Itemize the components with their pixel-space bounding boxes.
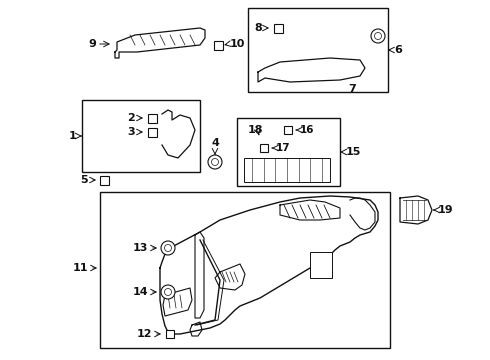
Circle shape [165, 288, 172, 296]
Bar [82, 100, 200, 172]
Bar [244, 158, 330, 182]
Text: 11: 11 [73, 263, 88, 273]
Bar [310, 252, 332, 278]
Text: 18: 18 [248, 125, 264, 135]
Text: 15: 15 [346, 147, 362, 157]
Text: 5: 5 [80, 175, 88, 185]
Circle shape [371, 29, 385, 43]
Bar [147, 127, 156, 136]
Text: 13: 13 [133, 243, 148, 253]
Circle shape [212, 158, 219, 166]
Bar [100, 192, 390, 348]
Text: 16: 16 [300, 125, 315, 135]
Bar [214, 40, 222, 49]
Circle shape [208, 155, 222, 169]
Bar [273, 23, 283, 32]
Text: 2: 2 [127, 113, 135, 123]
Circle shape [374, 32, 382, 40]
Text: 3: 3 [127, 127, 135, 137]
Text: 19: 19 [438, 205, 454, 215]
Bar [99, 175, 108, 184]
Bar [237, 118, 340, 186]
Text: 7: 7 [348, 84, 356, 94]
Text: 8: 8 [254, 23, 262, 33]
Text: 1: 1 [68, 131, 76, 141]
Circle shape [161, 285, 175, 299]
Bar [147, 113, 156, 122]
Text: 6: 6 [394, 45, 402, 55]
Text: 17: 17 [276, 143, 291, 153]
Text: 12: 12 [137, 329, 152, 339]
Text: 4: 4 [211, 138, 219, 148]
Bar [248, 8, 388, 92]
Text: 10: 10 [230, 39, 245, 49]
Bar [284, 126, 292, 134]
Text: 14: 14 [132, 287, 148, 297]
Bar [166, 330, 174, 338]
Circle shape [165, 244, 172, 252]
Bar [260, 144, 268, 152]
Circle shape [161, 241, 175, 255]
Text: 9: 9 [88, 39, 96, 49]
